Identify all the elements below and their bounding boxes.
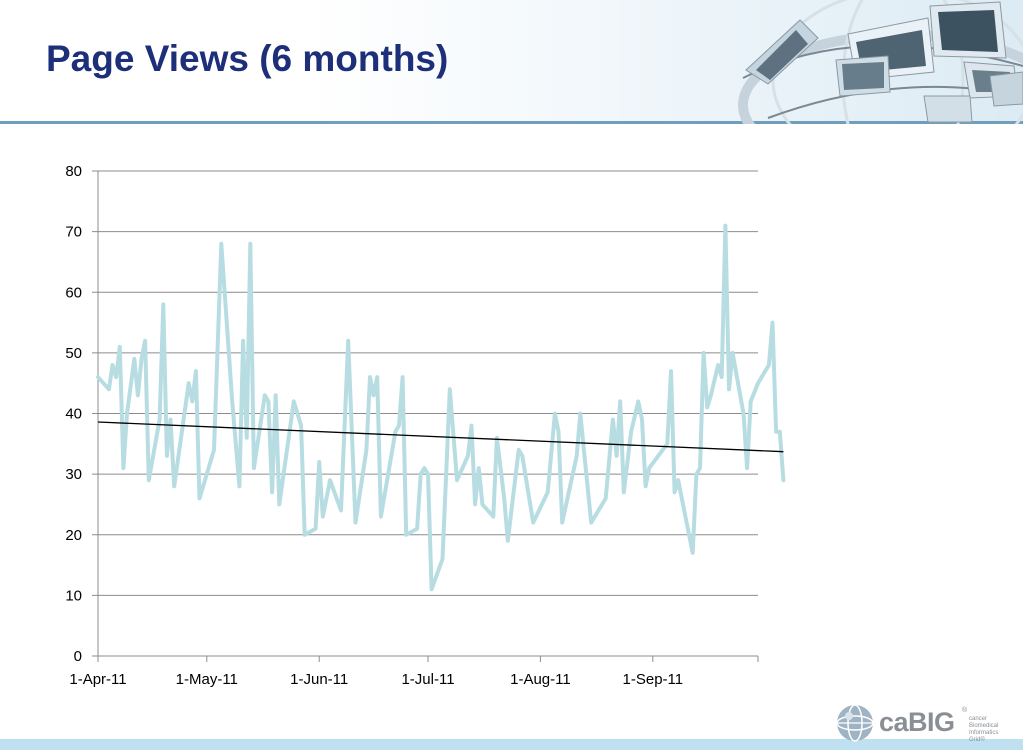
y-tick-label: 30	[65, 466, 82, 483]
y-tick-label: 40	[65, 406, 82, 423]
globe-logo-icon	[836, 704, 874, 742]
y-tick-label: 20	[65, 527, 82, 544]
globe-image-collage	[738, 0, 1023, 124]
cabig-logo: caBIG ® cancer Biomedical Informatics Gr…	[835, 703, 1015, 743]
y-tick-label: 80	[65, 163, 82, 180]
x-tick-label: 1-Sep-11	[623, 671, 684, 688]
trendline-layer	[97, 421, 784, 453]
x-tick-labels: 1-Apr-11 1-May-11 1-Jun-11 1-Jul-11 1-Aug-11…	[69, 671, 683, 688]
logo-subtitle: cancer Biomedical Informatics Grid®	[969, 716, 999, 743]
y-tick-label: 0	[74, 648, 82, 665]
y-tick-labels: 0 10 20 30 40 50 60 70 80	[65, 163, 82, 665]
trend-line	[97, 421, 784, 453]
y-tick-label: 70	[65, 224, 82, 241]
x-tick-label: 1-Aug-11	[510, 671, 571, 688]
y-tick-label: 10	[65, 587, 82, 604]
footer-band	[0, 739, 1023, 750]
page-title: Page Views (6 months)	[46, 38, 449, 79]
logo-registered-mark: ®	[962, 707, 968, 714]
x-tick-label: 1-Jun-11	[290, 671, 348, 688]
y-tick-label: 50	[65, 345, 82, 362]
axes	[92, 170, 759, 662]
x-tick-label: 1-May-11	[176, 671, 238, 688]
logo-wordmark: caBIG	[879, 707, 955, 737]
page-views-line	[96, 223, 786, 592]
y-tick-label: 60	[65, 284, 82, 301]
x-tick-label: 1-Jul-11	[401, 671, 454, 688]
series-layer	[96, 223, 786, 592]
header-divider	[0, 121, 1023, 124]
x-tick-label: 1-Apr-11	[69, 671, 126, 688]
